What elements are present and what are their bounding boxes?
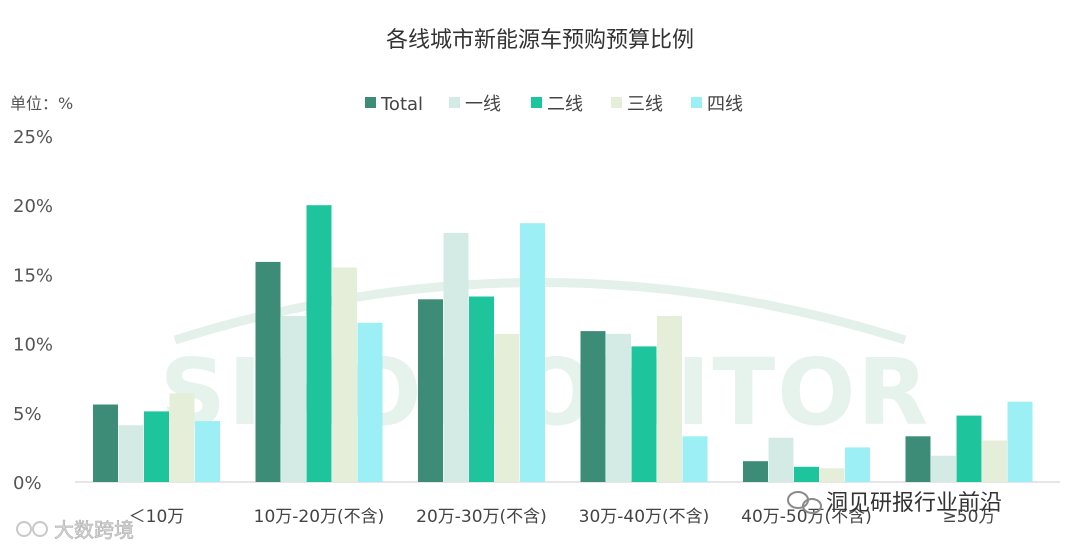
bar: [768, 437, 794, 482]
legend-label: 二线: [547, 94, 583, 115]
chart-title: 各线城市新能源车预购预算比例: [386, 28, 694, 53]
x-tick-label: 20万-30万(不含): [416, 507, 547, 527]
bar: [682, 436, 708, 482]
brand-logo-icon: [16, 521, 48, 537]
y-tick-label: 0%: [13, 473, 42, 494]
y-tick-label: 5%: [13, 404, 42, 425]
bar: [982, 440, 1007, 482]
bar: [281, 315, 306, 482]
bar: [93, 404, 118, 482]
bar: [905, 436, 931, 482]
bar: [794, 466, 819, 482]
y-axis: 0% 5% 10% 15% 20% 25%: [13, 127, 53, 494]
bar: [657, 315, 682, 482]
legend-swatch: [531, 97, 542, 108]
bar: [580, 331, 606, 482]
bar: [520, 223, 545, 482]
bar: [443, 232, 469, 482]
y-tick-label: 20%: [13, 196, 53, 217]
x-tick-label: ≥50万: [943, 507, 996, 527]
bar: [494, 333, 520, 482]
bar: [606, 333, 631, 482]
x-tick-label: 10万-20万(不含): [254, 507, 385, 527]
y-tick-label: 10%: [13, 335, 53, 356]
y-tick-label: 25%: [13, 127, 53, 148]
bar: [819, 468, 845, 482]
bar: [743, 461, 768, 482]
x-tick-label: ＜10万: [129, 507, 185, 527]
bar: [255, 261, 281, 482]
bars: [93, 205, 1033, 482]
y-tick-label: 15%: [13, 265, 53, 286]
legend-label: Total: [380, 94, 423, 115]
legend-label: 四线: [707, 94, 743, 115]
wechat-icon: [787, 491, 822, 514]
x-axis: ＜10万 10万-20万(不含) 20万-30万(不含) 30万-40万(不含) 40万…: [129, 507, 996, 527]
bar: [469, 296, 494, 482]
watermark-wechat-text: 洞见研报行业前沿: [826, 491, 1002, 516]
bar: [845, 447, 870, 482]
unit-label: 单位：%: [10, 94, 73, 113]
watermark-corner: 大数跨境: [16, 518, 134, 542]
bar: [1007, 401, 1033, 482]
bar: [631, 346, 657, 482]
legend-swatch: [365, 97, 376, 108]
x-tick-label: 40万-50万(不含): [741, 507, 872, 527]
legend: Total 一线 二线 三线 四线: [365, 94, 743, 115]
watermark-wechat: 洞见研报行业前沿: [787, 491, 1002, 516]
x-tick-label: 30万-40万(不含): [579, 507, 710, 527]
bar: [931, 455, 956, 482]
bar: [332, 267, 357, 482]
bar: [118, 425, 144, 482]
bar: [169, 393, 195, 482]
legend-swatch: [449, 97, 460, 108]
bar: [357, 322, 383, 482]
bar: [144, 411, 169, 482]
bar: [306, 205, 332, 482]
bar: [195, 421, 220, 482]
legend-label: 一线: [465, 94, 501, 115]
watermark-corner-text: 大数跨境: [54, 518, 134, 542]
legend-swatch: [611, 97, 622, 108]
bar: [418, 299, 443, 482]
legend-swatch: [691, 97, 702, 108]
bar: [956, 415, 982, 482]
legend-label: 三线: [627, 94, 663, 115]
